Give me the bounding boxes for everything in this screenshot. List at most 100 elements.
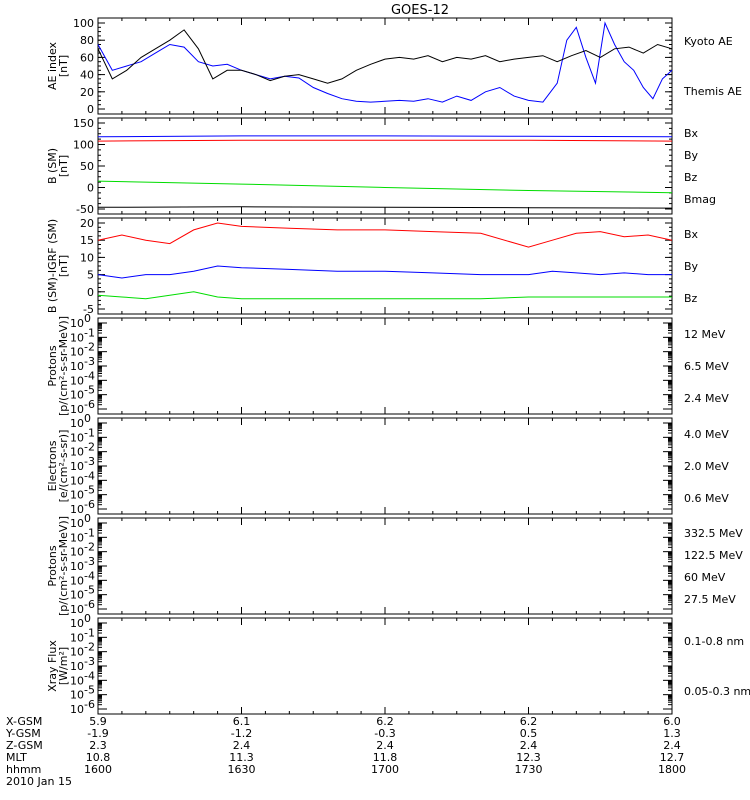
y-axis-label-line: [nT] [57, 155, 70, 177]
legend-label: By [684, 149, 699, 162]
series-line [97, 139, 673, 142]
panel-frame [97, 17, 673, 115]
ephemeris-value: 2.4 [663, 739, 681, 752]
ephemeris-value: 2.4 [376, 739, 394, 752]
ephemeris-row-label: MLT [6, 751, 27, 764]
legend-label: Bx [684, 228, 699, 241]
y-tick-label: 10 [70, 431, 84, 444]
panel-frame [97, 417, 673, 515]
panel-6: Protons[p/(cm²-s-sr-MeV)] 10-610-510 -410-… [46, 512, 743, 616]
y-tick-exponent: -6 [84, 698, 95, 711]
y-tick-label: 10 [70, 631, 84, 644]
y-tick-label: 10 [70, 317, 84, 330]
panel-frame [97, 117, 673, 215]
legend-label: 2.0 MeV [684, 460, 729, 473]
y-axis-label-line: AE index [46, 41, 59, 90]
ephemeris-value: 6.2 [376, 715, 394, 728]
ephemeris-value: 11.3 [229, 751, 254, 764]
y-tick-label: 10 [70, 646, 84, 659]
ephemeris-value: -0.3 [374, 727, 395, 740]
legend-label: Kyoto AE [684, 35, 733, 48]
ephemeris-value: 6.0 [663, 715, 681, 728]
y-tick-exponent: -1 [84, 526, 95, 539]
y-tick-exponent: -3 [84, 555, 95, 568]
y-tick-label: 15 [80, 234, 94, 247]
y-tick-exponent: -2 [84, 341, 95, 354]
ephemeris-value: 1800 [658, 763, 686, 776]
panel-2: B (SM)[nT] -50 0 50 100 150 Bx By Bz Bmag [46, 117, 716, 216]
y-tick-label: 10 [70, 417, 84, 430]
legend-label: Bz [684, 171, 698, 184]
ephemeris-value: -1.2 [231, 727, 252, 740]
ephemeris-row-label: hhmm [6, 763, 41, 776]
y-tick-label: 0 [87, 182, 94, 195]
legend-label: 60 MeV [684, 571, 726, 584]
y-tick-exponent: 0 [84, 312, 91, 325]
y-axis-label: B (SM)-IGRF (SM)[nT] [46, 219, 70, 313]
y-tick-exponent: -6 [84, 498, 95, 511]
ephemeris-value: 1700 [371, 763, 399, 776]
series-line [97, 180, 673, 194]
y-tick-label: 80 [80, 34, 94, 47]
y-tick-label: 10 [70, 531, 84, 544]
y-tick-exponent: -6 [84, 598, 95, 611]
ephemeris-value: 2.3 [89, 739, 107, 752]
y-axis-label-line: [p/(cm²-s-sr-MeV)] [57, 316, 70, 416]
ephemeris-value: 2.4 [233, 739, 251, 752]
y-tick-label: 10 [70, 660, 84, 673]
legend-label: 332.5 MeV [684, 527, 743, 540]
y-tick-label: 10 [70, 517, 84, 530]
y-tick-label: 10 [70, 603, 84, 616]
y-tick-label: 10 [70, 546, 84, 559]
series-line [97, 291, 672, 300]
y-tick-exponent: -4 [84, 369, 95, 382]
y-axis-label: B (SM)[nT] [46, 148, 70, 184]
y-axis-label: Electrons[e/(cm²-s-sr)] [46, 430, 70, 503]
y-tick-exponent: -3 [84, 355, 95, 368]
ephemeris-date: 2010 Jan 15 [6, 775, 72, 788]
ephemeris-row-label: Z-GSM [6, 739, 43, 752]
y-tick-label: 10 [70, 689, 84, 702]
legend-label: By [684, 260, 699, 273]
legend-label: 0.1-0.8 nm [684, 635, 744, 648]
y-tick-exponent: -2 [84, 441, 95, 454]
legend-label: 0.05-0.3 nm [684, 685, 750, 698]
legend-label: 122.5 MeV [684, 549, 743, 562]
y-tick-label: 5 [87, 269, 94, 282]
y-tick-exponent: -5 [84, 384, 95, 397]
y-tick-label: 20 [80, 217, 94, 230]
y-tick-exponent: 0 [84, 512, 91, 525]
ephemeris-value: 12.3 [516, 751, 541, 764]
y-tick-exponent: -2 [84, 541, 95, 554]
y-axis-label-line: B (SM)-IGRF (SM) [46, 219, 59, 313]
legend-label: 2.4 MeV [684, 392, 729, 405]
y-tick-label: 60 [80, 51, 94, 64]
legend-label: 0.6 MeV [684, 492, 729, 505]
y-tick-label: 10 [70, 403, 84, 416]
y-axis-label-line: Protons [46, 345, 59, 386]
y-tick-label: 10 [70, 703, 84, 716]
y-axis-label-line: Electrons [46, 440, 59, 491]
y-tick-exponent: 0 [84, 612, 91, 625]
panel-frame [97, 617, 673, 715]
ephemeris-row-label: Y-GSM [5, 727, 41, 740]
series-line [97, 21, 673, 103]
legend-label: Themis AE [683, 85, 742, 98]
y-axis-label-line: B (SM) [46, 148, 59, 184]
ephemeris-value: 6.1 [233, 715, 251, 728]
y-tick-exponent: -6 [84, 398, 95, 411]
y-tick-label: 10 [70, 589, 84, 602]
y-tick-label: -50 [76, 203, 94, 216]
ephemeris-value: 11.8 [373, 751, 398, 764]
ephemeris-value: 5.9 [89, 715, 107, 728]
series-line [97, 29, 673, 84]
y-tick-exponent: -2 [84, 641, 95, 654]
y-tick-exponent: -5 [84, 684, 95, 697]
panel-frame [97, 317, 673, 415]
y-tick-label: 10 [70, 674, 84, 687]
panel-3: B (SM)-IGRF (SM)[nT] -5 0 5 10 15 20 Bx By Bz [46, 217, 699, 316]
y-tick-exponent: -1 [84, 326, 95, 339]
ephemeris-value: 1600 [84, 763, 112, 776]
y-tick-exponent: -5 [84, 584, 95, 597]
y-tick-label: 40 [80, 69, 94, 82]
